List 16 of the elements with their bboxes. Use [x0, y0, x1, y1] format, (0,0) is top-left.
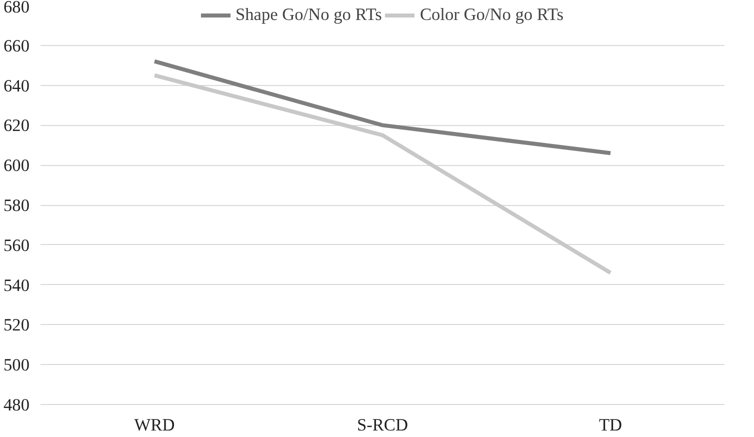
- y-tick-label: 480: [4, 396, 30, 414]
- y-tick-label: 660: [4, 36, 30, 56]
- y-tick-label: 540: [4, 276, 30, 295]
- legend-label: Color Go/No go RTs: [420, 5, 564, 25]
- legend-label: Shape Go/No go RTs: [235, 5, 382, 25]
- y-tick-label: 680: [4, 0, 30, 16]
- y-tick-label: 500: [4, 356, 30, 375]
- x-tick-label: S-RCD: [356, 416, 408, 434]
- y-tick-label: 600: [4, 156, 30, 176]
- x-tick-label: TD: [598, 416, 622, 434]
- y-tick-label: 640: [4, 76, 30, 96]
- y-tick-label: 520: [4, 316, 30, 335]
- y-tick-label: 560: [4, 236, 30, 255]
- y-tick-label: 580: [4, 196, 30, 215]
- y-tick-label: 620: [4, 116, 30, 136]
- x-tick-label: WRD: [134, 416, 175, 434]
